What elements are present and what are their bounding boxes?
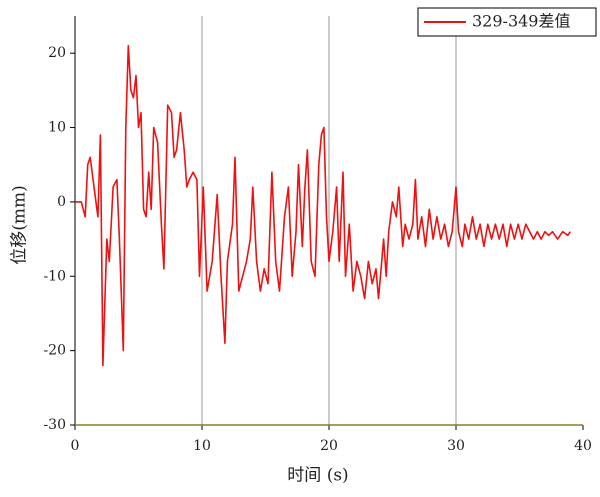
data-line <box>75 44 571 367</box>
x-tick-label: 30 <box>447 438 465 454</box>
x-tick-label: 40 <box>574 438 592 454</box>
x-tick-label: 20 <box>320 438 338 454</box>
y-tick-label: -30 <box>43 417 66 433</box>
y-axis-label: 位移(mm) <box>10 185 30 265</box>
x-tick-label: 0 <box>71 438 80 454</box>
y-tick-label: 0 <box>57 194 66 210</box>
x-axis-label: 时间 (s) <box>287 466 348 486</box>
y-tick-label: -10 <box>43 268 66 284</box>
legend-label: 329-349差值 <box>472 12 571 31</box>
y-tick-label: -20 <box>43 343 66 359</box>
y-tick-label: 10 <box>48 120 66 136</box>
x-tick-label: 10 <box>193 438 211 454</box>
y-tick-label: 20 <box>48 45 66 61</box>
